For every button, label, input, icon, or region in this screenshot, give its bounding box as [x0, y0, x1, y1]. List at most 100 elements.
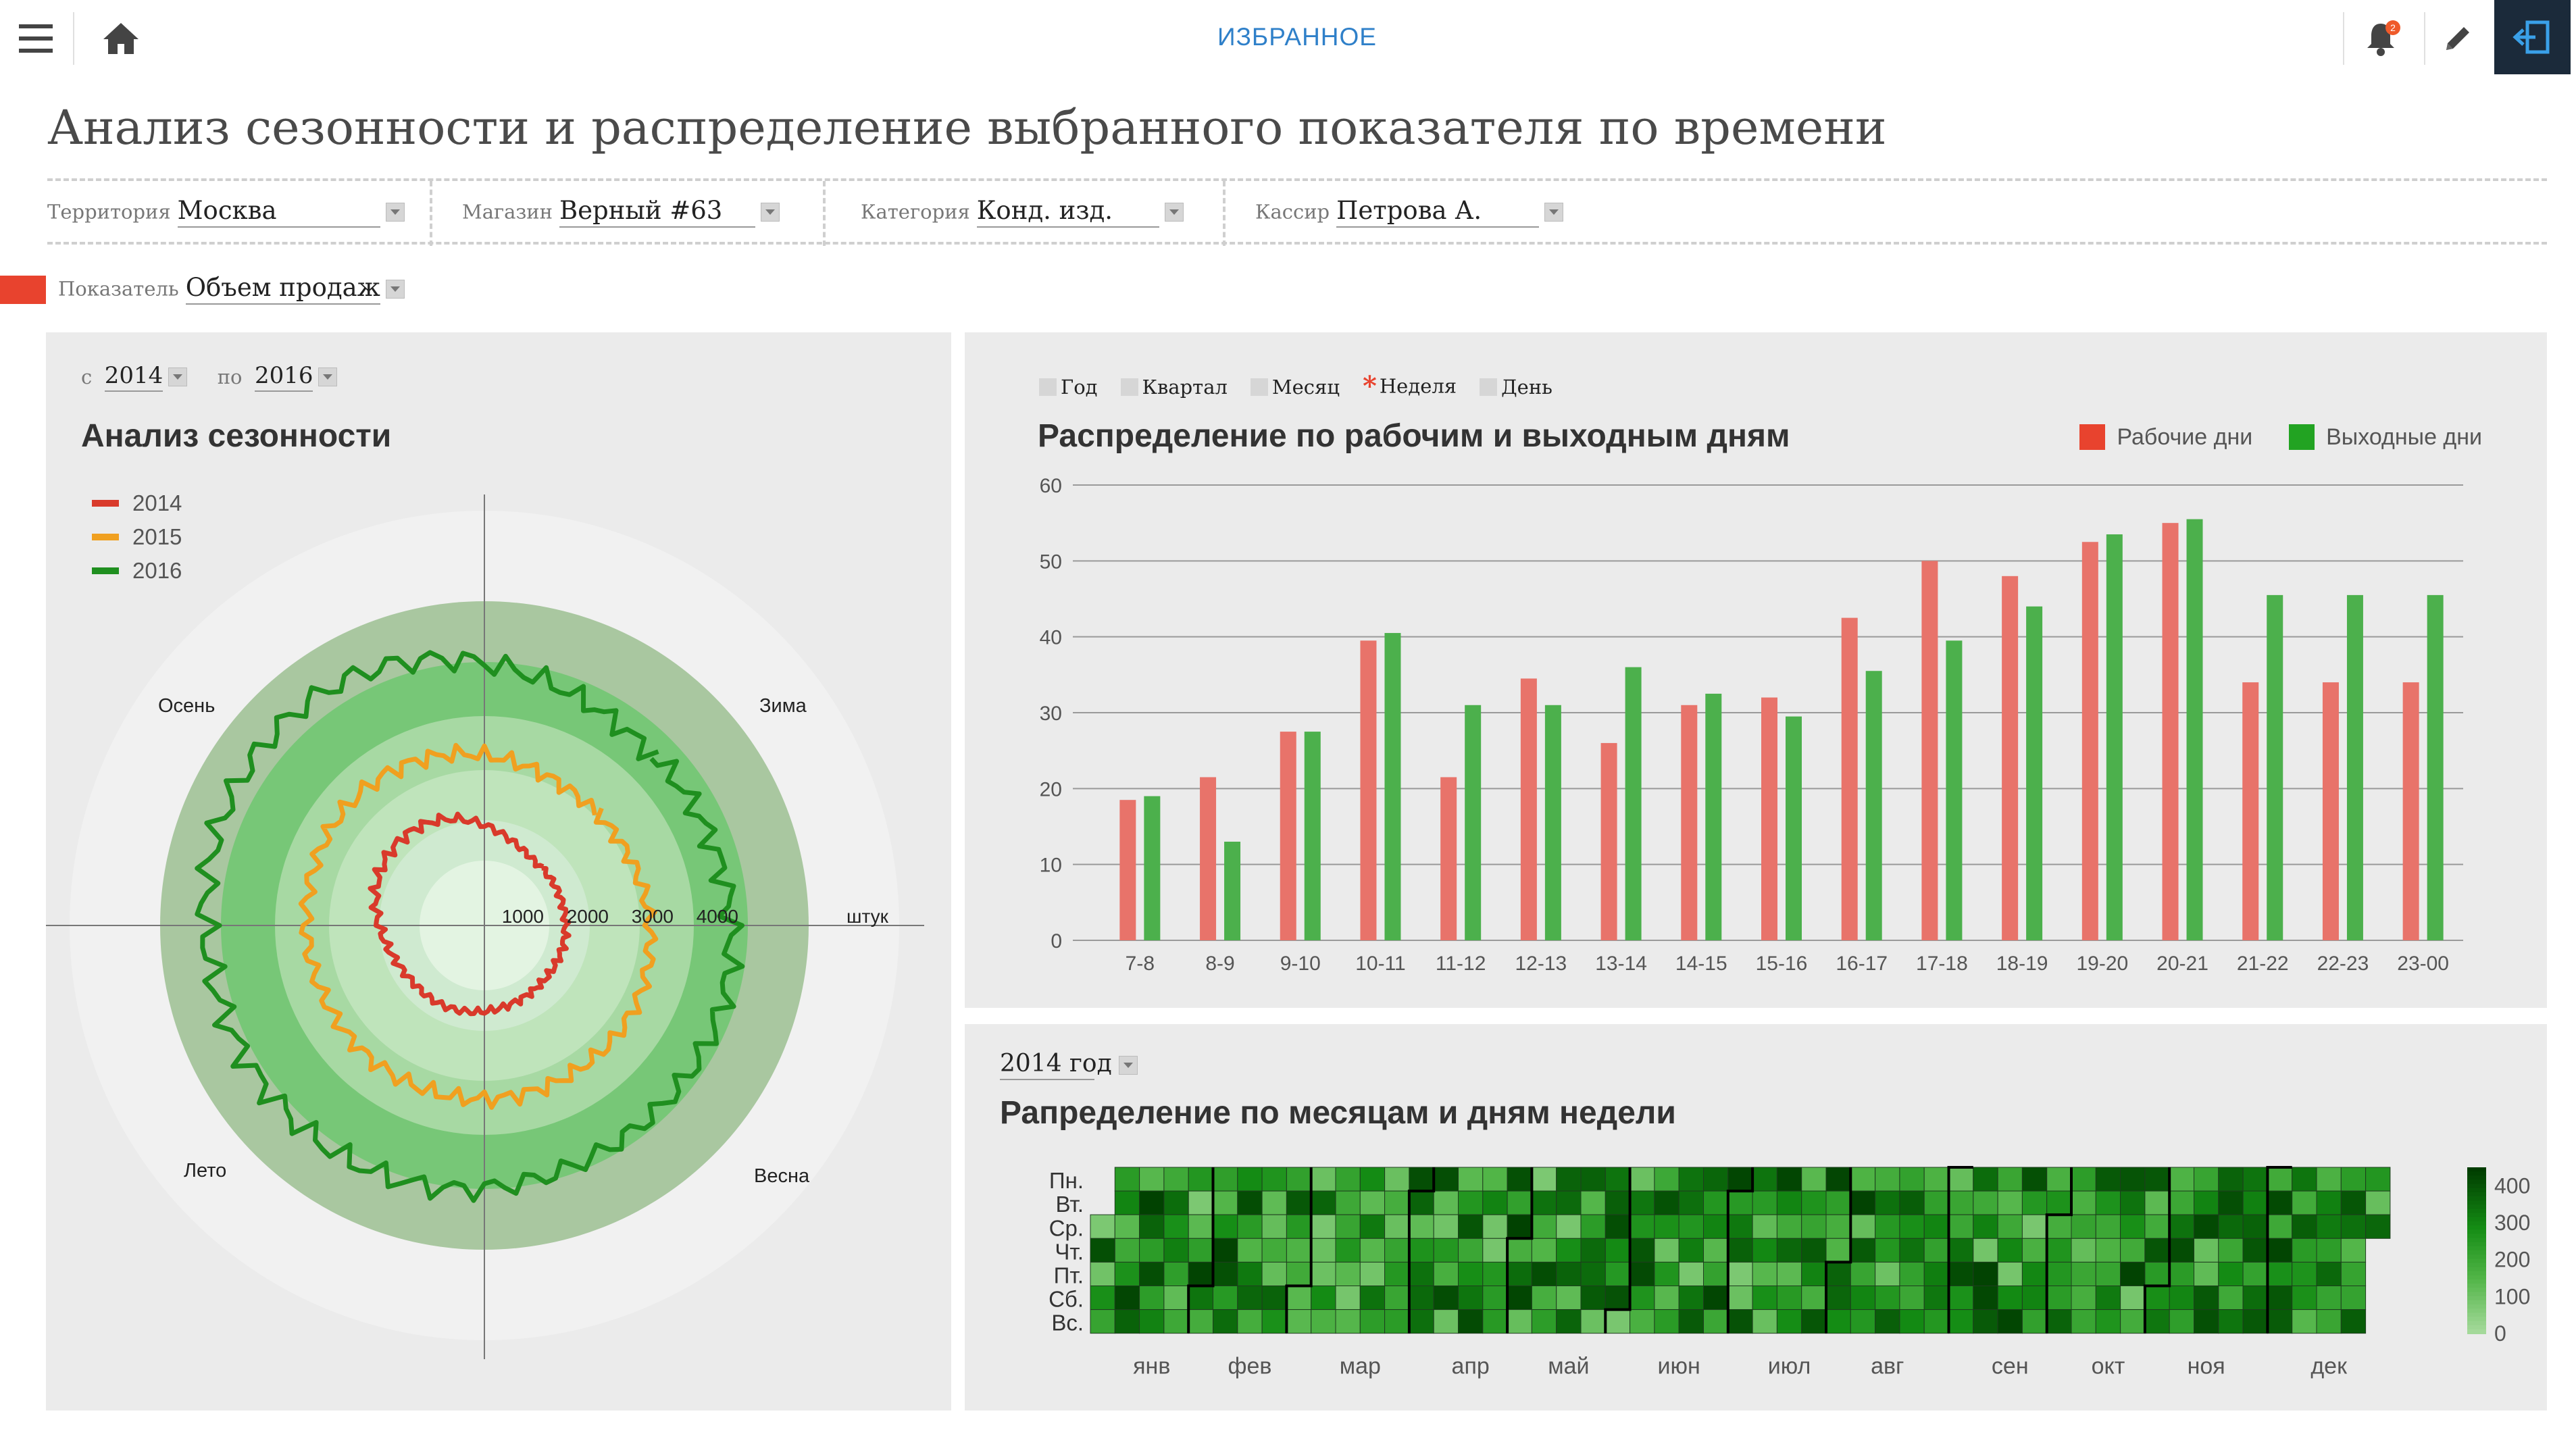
heatmap-cell	[1163, 1309, 1189, 1334]
colorbar-segment	[2467, 1213, 2486, 1218]
heatmap-cell	[1114, 1167, 1140, 1192]
period-option[interactable]: * Неделя	[1363, 370, 1457, 402]
filter-label: Категория	[861, 200, 970, 224]
range-to-value[interactable]: 2016	[254, 362, 313, 392]
heatmap-cell	[2242, 1261, 2268, 1286]
period-option-label: Неделя	[1379, 374, 1457, 398]
bar-workdays	[2402, 682, 2419, 940]
favorites-link[interactable]: ИЗБРАННОЕ	[1217, 23, 1377, 51]
chevron-down-icon[interactable]	[760, 202, 780, 222]
x-tick-label: 17-18	[1916, 952, 1968, 975]
chevron-down-icon[interactable]	[318, 367, 338, 386]
heatmap-cell	[1507, 1167, 1532, 1192]
bar-workdays	[1761, 697, 1777, 940]
colorbar-segment	[2467, 1279, 2486, 1285]
bar-workdays	[1200, 777, 1217, 940]
heatmap-cell	[1090, 1261, 1115, 1286]
chevron-down-icon[interactable]	[385, 279, 405, 299]
filter-value: Объем продаж	[185, 273, 380, 305]
heatmap-cell	[1507, 1286, 1532, 1311]
heatmap-cell	[1556, 1309, 1582, 1334]
heatmap-cell	[2218, 1214, 2244, 1239]
filter-label: Магазин	[462, 200, 553, 224]
heatmap-cell	[2095, 1190, 2121, 1215]
weekday-label: Сб.	[1049, 1287, 1084, 1312]
chevron-down-icon[interactable]	[1119, 1055, 1138, 1075]
x-tick-label: 20-21	[2156, 952, 2208, 975]
heatmap-cell	[1752, 1261, 1777, 1286]
heatmap-cell	[2194, 1190, 2219, 1215]
heatmap-cell	[2021, 1309, 2048, 1334]
filter-territory[interactable]: Территория Москва	[47, 196, 405, 230]
checkbox-icon	[1250, 378, 1268, 396]
heatmap-cell	[1556, 1286, 1582, 1311]
heatmap-cell	[1311, 1190, 1336, 1215]
filter-indicator[interactable]: Показатель Объем продаж	[58, 273, 405, 307]
colorbar-segment	[2467, 1329, 2486, 1334]
menu-icon[interactable]	[15, 0, 57, 77]
heatmap-cell	[1433, 1238, 1459, 1263]
chevron-down-icon[interactable]	[1164, 202, 1184, 222]
month-label: окт	[2092, 1354, 2125, 1379]
heatmap-cell	[1237, 1261, 1263, 1286]
colorbar-tick-label: 300	[2494, 1211, 2530, 1235]
heatmap-cell	[2316, 1238, 2342, 1263]
pencil-icon[interactable]	[2433, 0, 2482, 77]
chevron-down-icon[interactable]	[1544, 202, 1564, 222]
heatmap-cell	[1752, 1238, 1777, 1263]
period-option[interactable]: Год	[1039, 374, 1098, 399]
heatmap-cell	[2046, 1286, 2072, 1311]
x-tick-label: 9-10	[1280, 952, 1321, 975]
heatmap-cell	[1311, 1286, 1336, 1311]
heatmap-cell	[2144, 1309, 2170, 1334]
heatmap-cell	[1482, 1214, 1508, 1239]
heatmap-cell	[1384, 1238, 1410, 1263]
heatmap-cell	[1531, 1167, 1557, 1192]
home-icon[interactable]	[99, 0, 143, 77]
heatmap-cell	[1237, 1238, 1263, 1263]
filter-category[interactable]: Категория Конд. изд.	[861, 196, 1184, 230]
legend-label-weekends: Выходные дни	[2326, 424, 2483, 450]
heatmap-cell	[1213, 1286, 1238, 1311]
heatmap-title: Рапределение по месяцам и дням недели	[1000, 1095, 1676, 1131]
heatmap-cell	[2144, 1261, 2170, 1286]
period-option[interactable]: Квартал	[1120, 374, 1228, 399]
month-label: май	[1548, 1354, 1589, 1379]
heatmap-cell	[1654, 1167, 1680, 1192]
heatmap-cell	[1335, 1309, 1361, 1334]
heatmap-cell	[2340, 1261, 2367, 1286]
year-selector[interactable]: 2014 год	[1000, 1050, 1138, 1080]
period-option[interactable]: День	[1480, 374, 1552, 399]
heatmap-cell	[2292, 1286, 2317, 1311]
range-from-value[interactable]: 2014	[104, 362, 163, 392]
workday-chart-title: Распределение по рабочим и выходным дням	[1038, 418, 1790, 454]
heatmap-cell	[1825, 1286, 1851, 1311]
heatmap-cell	[2095, 1309, 2121, 1334]
heatmap-cell	[1752, 1309, 1777, 1334]
heatmap-cell	[1482, 1190, 1508, 1215]
heatmap-cell	[1163, 1238, 1189, 1263]
heatmap-cell	[1213, 1309, 1238, 1334]
bell-icon[interactable]: 2	[2356, 0, 2410, 77]
colorbar-segment	[2467, 1175, 2486, 1181]
heatmap-cell	[1409, 1261, 1434, 1286]
x-tick-label: 19-20	[2076, 952, 2128, 975]
heatmap-cell	[1654, 1309, 1680, 1334]
separator	[2343, 12, 2344, 65]
x-tick-label: 11-12	[1436, 952, 1486, 975]
heatmap-cell	[1139, 1167, 1165, 1192]
heatmap-cell	[1531, 1214, 1557, 1239]
heatmap-cell	[2267, 1190, 2293, 1215]
chevron-down-icon[interactable]	[168, 367, 188, 386]
exit-button[interactable]	[2494, 0, 2571, 74]
chevron-down-icon[interactable]	[385, 202, 405, 222]
period-option[interactable]: Месяц	[1250, 374, 1340, 399]
bar-weekends	[1224, 841, 1241, 940]
heatmap-cell	[1630, 1286, 1655, 1311]
heatmap-cell	[1261, 1238, 1287, 1263]
filter-store[interactable]: Магазин Верный #63	[462, 196, 780, 230]
divider	[1223, 181, 1226, 246]
heatmap-cell	[1311, 1261, 1336, 1286]
filter-cashier[interactable]: Кассир Петрова А.	[1255, 196, 1564, 230]
heatmap-cell	[1409, 1190, 1434, 1215]
